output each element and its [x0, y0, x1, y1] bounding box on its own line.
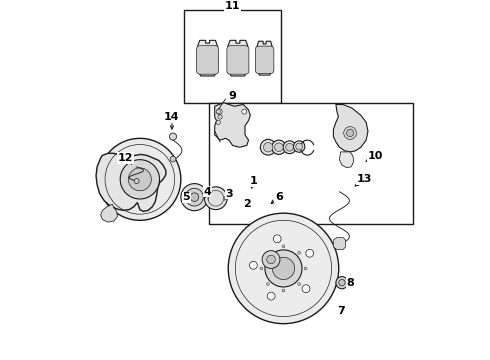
- Circle shape: [134, 179, 139, 184]
- Circle shape: [181, 184, 208, 211]
- Circle shape: [282, 289, 285, 292]
- Polygon shape: [96, 153, 166, 211]
- Polygon shape: [215, 103, 250, 147]
- Polygon shape: [257, 41, 272, 75]
- Circle shape: [274, 143, 283, 152]
- Text: 14: 14: [164, 112, 180, 122]
- Circle shape: [217, 109, 222, 114]
- Text: 1: 1: [250, 176, 258, 186]
- Bar: [184, 10, 281, 103]
- Text: 13: 13: [357, 174, 372, 184]
- Circle shape: [260, 139, 276, 155]
- Circle shape: [170, 133, 176, 140]
- Polygon shape: [228, 40, 247, 76]
- Text: 12: 12: [118, 153, 133, 163]
- Polygon shape: [198, 40, 218, 76]
- Circle shape: [339, 279, 345, 286]
- Circle shape: [343, 127, 357, 139]
- Circle shape: [272, 257, 294, 280]
- Circle shape: [267, 283, 270, 285]
- Circle shape: [249, 261, 257, 269]
- Circle shape: [267, 251, 270, 254]
- Circle shape: [228, 213, 339, 324]
- Text: 4: 4: [204, 187, 212, 197]
- Polygon shape: [340, 152, 354, 167]
- FancyBboxPatch shape: [227, 46, 249, 74]
- Circle shape: [273, 235, 281, 243]
- Circle shape: [286, 143, 294, 151]
- Circle shape: [283, 141, 296, 154]
- Circle shape: [304, 267, 307, 270]
- Circle shape: [294, 141, 305, 152]
- Text: 8: 8: [346, 278, 354, 288]
- Circle shape: [216, 120, 220, 125]
- Circle shape: [267, 292, 275, 300]
- Circle shape: [190, 193, 198, 202]
- Circle shape: [272, 140, 286, 154]
- FancyBboxPatch shape: [196, 46, 219, 74]
- Circle shape: [128, 168, 151, 191]
- Polygon shape: [100, 204, 118, 222]
- Circle shape: [346, 130, 354, 136]
- Circle shape: [218, 115, 222, 119]
- Text: 11: 11: [225, 1, 240, 12]
- Circle shape: [267, 255, 275, 264]
- Circle shape: [336, 276, 348, 289]
- Circle shape: [306, 249, 314, 257]
- Circle shape: [242, 109, 247, 114]
- Circle shape: [216, 109, 220, 114]
- Circle shape: [120, 159, 160, 199]
- Text: 7: 7: [337, 306, 345, 316]
- Circle shape: [302, 285, 310, 293]
- Polygon shape: [333, 104, 368, 152]
- Circle shape: [260, 267, 263, 270]
- Circle shape: [298, 283, 300, 285]
- Circle shape: [186, 188, 203, 206]
- Circle shape: [170, 156, 176, 162]
- Circle shape: [262, 251, 280, 269]
- Bar: [209, 103, 413, 224]
- Circle shape: [282, 245, 285, 248]
- Circle shape: [265, 250, 302, 287]
- Circle shape: [298, 251, 300, 254]
- Text: 5: 5: [182, 192, 190, 202]
- Text: 10: 10: [368, 151, 383, 161]
- Text: 6: 6: [275, 192, 283, 202]
- Circle shape: [204, 187, 227, 210]
- Polygon shape: [333, 238, 345, 249]
- Text: 2: 2: [243, 199, 251, 209]
- Text: 3: 3: [225, 189, 233, 199]
- FancyBboxPatch shape: [255, 46, 274, 73]
- Circle shape: [296, 143, 303, 150]
- Circle shape: [99, 138, 181, 220]
- Text: 9: 9: [229, 91, 237, 100]
- Circle shape: [264, 143, 273, 152]
